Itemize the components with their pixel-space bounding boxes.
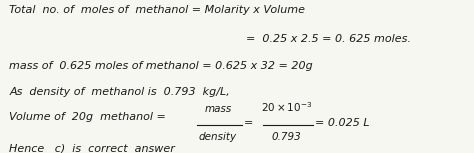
Text: Hence   c)  is  correct  answer: Hence c) is correct answer (9, 144, 175, 153)
Text: density: density (199, 132, 237, 142)
Text: =  0.25 x 2.5 = 0. 625 moles.: = 0.25 x 2.5 = 0. 625 moles. (246, 34, 411, 44)
Text: $20\times10^{-3}$: $20\times10^{-3}$ (261, 100, 312, 114)
Text: = 0.025 L: = 0.025 L (315, 118, 370, 128)
Text: mass: mass (204, 104, 232, 114)
Text: mass of  0.625 moles of methanol = 0.625 x 32 = 20g: mass of 0.625 moles of methanol = 0.625 … (9, 61, 313, 71)
Text: Total  no. of  moles of  methanol = Molarity x Volume: Total no. of moles of methanol = Molarit… (9, 5, 305, 15)
Text: 0.793: 0.793 (272, 132, 301, 142)
Text: As  density of  methanol is  0.793  kg/L,: As density of methanol is 0.793 kg/L, (9, 87, 230, 97)
Text: Volume of  20g  methanol =: Volume of 20g methanol = (9, 112, 166, 122)
Text: =: = (244, 118, 254, 128)
